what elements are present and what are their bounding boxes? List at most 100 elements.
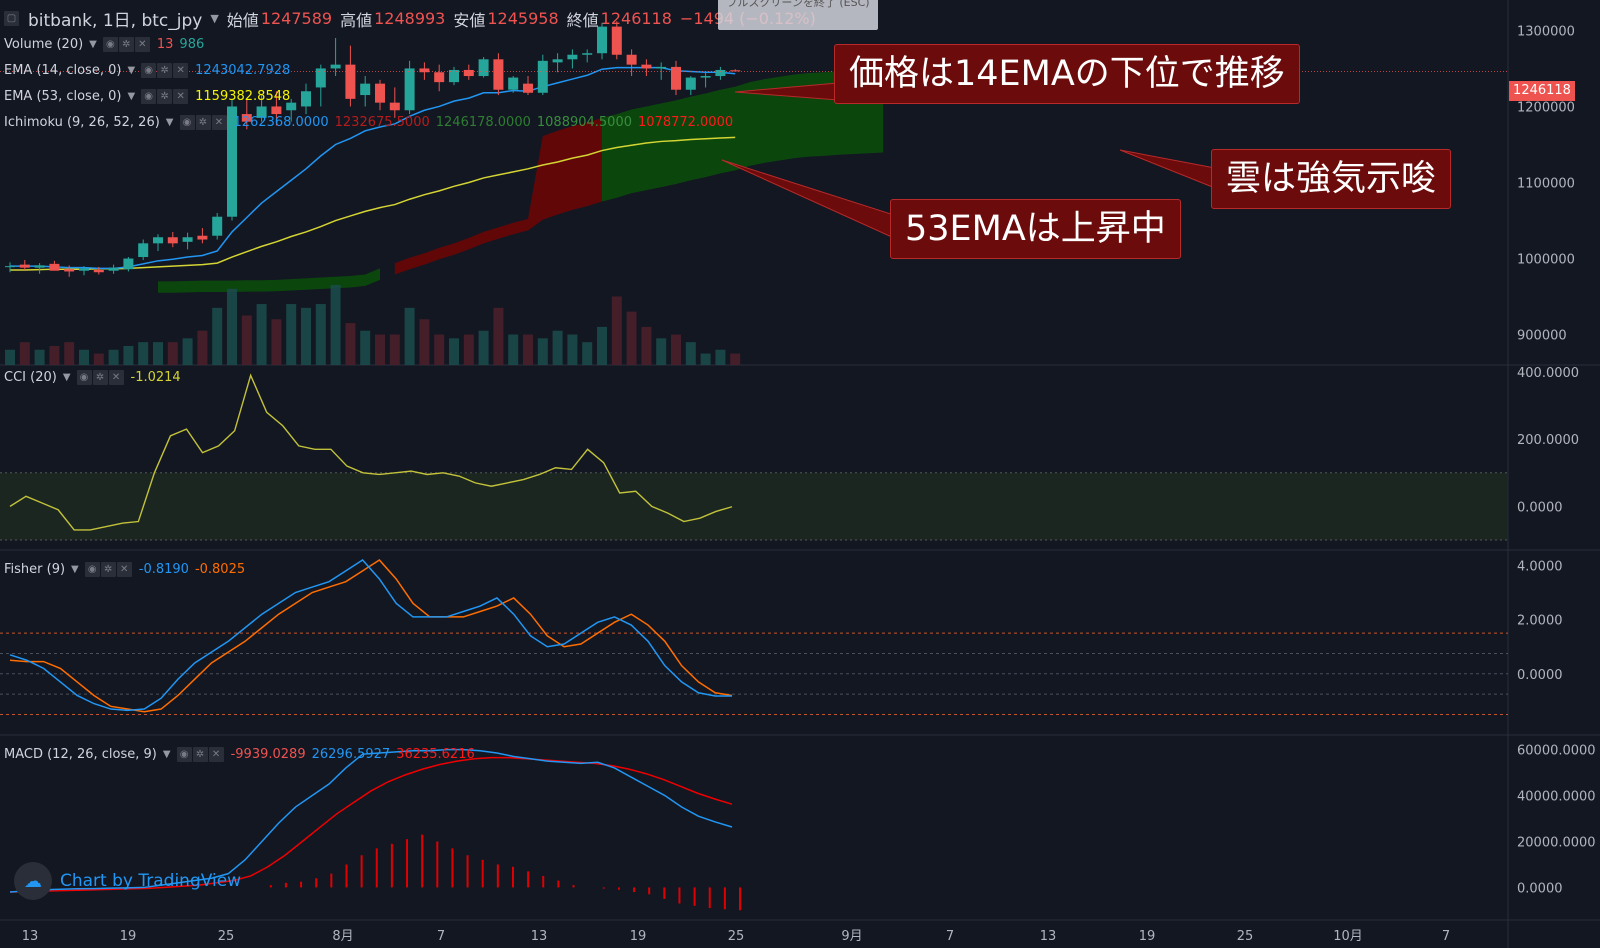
chevron-down-icon[interactable]: ▼	[165, 116, 174, 128]
volume-bar	[227, 288, 237, 365]
volume-bar	[64, 342, 75, 365]
cci-band	[0, 472, 1508, 540]
close-icon[interactable]: ✕	[208, 747, 224, 762]
eye-icon[interactable]: ◉	[102, 37, 118, 52]
volume-bar	[463, 334, 474, 365]
chevron-down-icon[interactable]: ▼	[89, 38, 97, 50]
candle-body	[552, 59, 563, 63]
cci-tick-label: 200.0000	[1517, 433, 1579, 448]
volume-bar	[404, 307, 415, 365]
volume-bar	[271, 319, 282, 365]
volume-bar	[434, 334, 445, 365]
gear-icon[interactable]: ✲	[118, 37, 134, 52]
gear-icon[interactable]: ✲	[92, 370, 108, 385]
volume-bar	[508, 334, 519, 365]
eye-icon[interactable]: ◉	[176, 747, 192, 762]
legend-volume-name[interactable]: Volume (20)	[4, 36, 84, 52]
candle-body	[241, 114, 252, 122]
eye-icon[interactable]: ◉	[84, 562, 100, 577]
legend-ichimoku-name[interactable]: Ichimoku (9, 26, 52, 26)	[4, 114, 160, 130]
legend-ema53-name[interactable]: EMA (53, close, 0)	[4, 88, 122, 104]
volume-bar	[626, 311, 637, 365]
eye-icon[interactable]: ◉	[76, 370, 92, 385]
x-tick-label: 7	[946, 929, 954, 944]
candle-body	[212, 216, 223, 236]
gear-icon[interactable]: ✲	[100, 562, 116, 577]
high-value: 1248993	[374, 9, 446, 28]
macd-tick-label: 40000.0000	[1517, 790, 1596, 805]
candle-body	[567, 54, 578, 60]
volume-bar	[537, 338, 548, 365]
annotation-price-below-ema14: 価格は14EMAの下位で推移	[834, 44, 1300, 104]
legend-fisher-name[interactable]: Fisher (9)	[4, 561, 66, 577]
volume-bar	[315, 304, 326, 365]
candle-body	[508, 77, 519, 90]
eye-icon[interactable]: ◉	[179, 115, 195, 130]
close-icon[interactable]: ✕	[173, 89, 189, 104]
gear-icon[interactable]: ✲	[157, 89, 173, 104]
chevron-down-icon[interactable]: ▼	[62, 371, 71, 383]
symbol-title[interactable]: bitbank, 1日, btc_jpy	[28, 11, 203, 31]
close-icon[interactable]: ✕	[108, 370, 124, 385]
legend-ema14-name[interactable]: EMA (14, close, 0)	[4, 62, 122, 78]
tradingview-branding[interactable]: ☁ Chart by TradingView	[14, 862, 241, 900]
candle-body	[419, 68, 430, 73]
volume-bar	[241, 315, 252, 365]
chevron-down-icon[interactable]: ▼	[127, 90, 136, 102]
eye-icon[interactable]: ◉	[141, 89, 157, 104]
candle-body	[656, 66, 667, 69]
gear-icon[interactable]: ✲	[192, 747, 208, 762]
candle-body	[315, 68, 326, 88]
branding-text[interactable]: Chart by TradingView	[60, 871, 242, 891]
candle-body	[256, 106, 267, 118]
close-icon[interactable]: ✕	[116, 562, 132, 577]
chevron-down-icon[interactable]: ▼	[71, 563, 79, 575]
legend-macd-v2: 26296.5927	[311, 746, 391, 762]
legend-volume: Volume (20) ▼ ◉ ✲ ✕ 13 986	[4, 36, 204, 52]
chevron-down-icon[interactable]: ▼	[210, 12, 219, 25]
legend-macd-name[interactable]: MACD (12, 26, close, 9)	[4, 746, 157, 762]
square-icon[interactable]: ▢	[4, 11, 19, 26]
volume-bar	[641, 326, 652, 365]
volume-bar	[419, 319, 430, 365]
annotation-cloud-bullish: 雲は強気示唆	[1211, 149, 1452, 209]
eye-icon[interactable]: ◉	[141, 63, 157, 78]
close-icon[interactable]: ✕	[173, 63, 189, 78]
volume-bar	[19, 342, 30, 365]
legend-cci-name[interactable]: CCI (20)	[4, 369, 57, 385]
x-tick-label: 25	[218, 929, 235, 944]
chevron-down-icon[interactable]: ▼	[127, 64, 136, 76]
candle-body	[478, 59, 489, 77]
candle-body	[700, 76, 711, 78]
candle-body	[19, 264, 30, 268]
fullscreen-exit-hint[interactable]: フルスクリーンを終了 (ESC)	[718, 0, 878, 30]
fisher-tick-label: 2.0000	[1517, 614, 1563, 629]
candle-body	[49, 263, 60, 271]
legend-volume-v2: 986	[179, 36, 205, 52]
gear-icon[interactable]: ✲	[195, 115, 211, 130]
gear-icon[interactable]: ✲	[157, 63, 173, 78]
candle-body	[93, 269, 104, 273]
candle-body	[641, 64, 652, 69]
legend-macd-v3: 36235.6216	[396, 746, 475, 762]
close-icon[interactable]: ✕	[211, 115, 227, 130]
macd-tick-label: 0.0000	[1517, 881, 1563, 896]
close-value: 1246118	[600, 9, 672, 28]
x-tick-label: 25	[728, 929, 745, 944]
close-icon[interactable]: ✕	[134, 37, 150, 52]
x-tick-label: 13	[22, 929, 39, 944]
volume-bar	[49, 345, 60, 365]
candle-body	[597, 26, 607, 54]
volume-bar	[286, 304, 297, 365]
low-label: 安値	[453, 10, 486, 30]
legend-cci-value: -1.0214	[130, 369, 181, 385]
volume-bar	[597, 326, 607, 365]
volume-bar	[478, 330, 489, 365]
chevron-down-icon[interactable]: ▼	[162, 748, 171, 760]
legend-ema53-value: 1159382.8548	[195, 88, 291, 104]
callout-pointer	[1119, 149, 1216, 189]
candle-body	[671, 66, 681, 90]
legend-cci: CCI (20) ▼ ◉ ✲ ✕ -1.0214	[4, 369, 181, 385]
macd-tick-label: 20000.0000	[1517, 835, 1596, 850]
